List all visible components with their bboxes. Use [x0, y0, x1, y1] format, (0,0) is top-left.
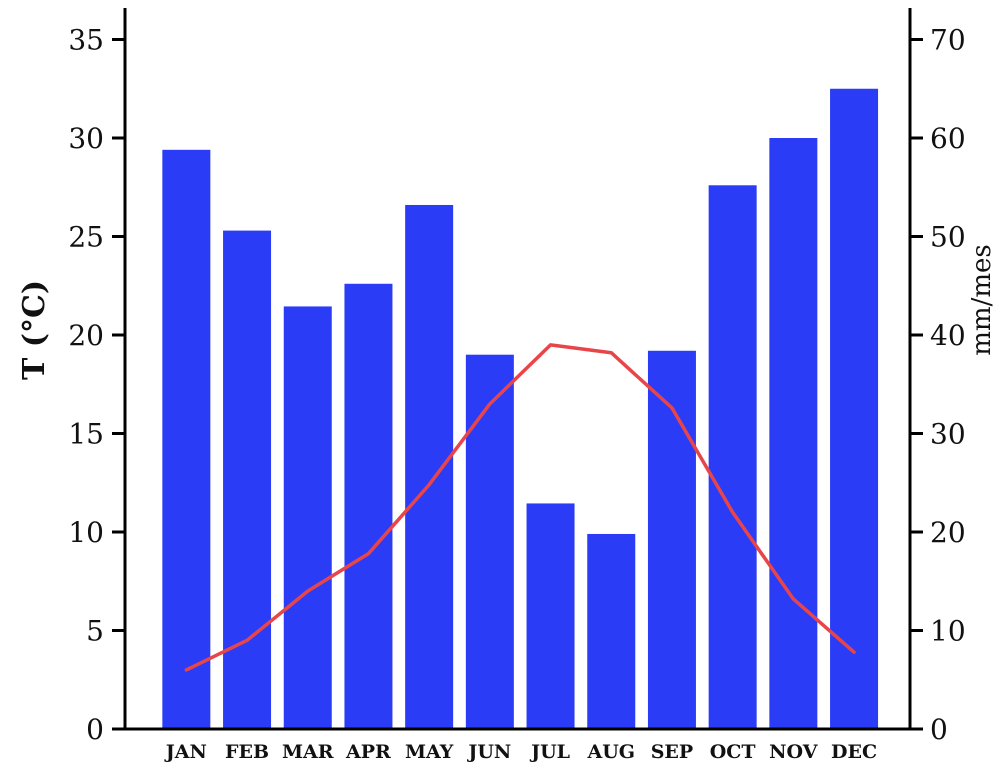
left-tick-label: 35 [68, 24, 104, 57]
bar-apr [344, 283, 393, 729]
right-tick-label: 0 [930, 713, 948, 746]
x-tick-label-may: MAY [405, 741, 454, 763]
bar-oct [708, 185, 757, 729]
right-tick-label: 10 [930, 615, 966, 648]
right-tick-label: 50 [930, 221, 966, 254]
bar-aug [587, 533, 636, 729]
right-tick-label: 40 [930, 319, 966, 352]
temperature-line [184, 343, 856, 672]
x-tick-label-sep: SEP [651, 741, 694, 763]
x-tick-labels: JAN FEB MAR APR MAY JUN JUL AUG SEP OCT NOV DEC [164, 741, 877, 763]
x-tick-label-nov: NOV [769, 741, 819, 763]
bar-dec [830, 88, 879, 729]
left-tick-label: 15 [68, 418, 104, 451]
x-tick-label-oct: OCT [710, 741, 756, 763]
right-y-ticks: 0 10 20 30 40 50 60 70 [910, 24, 966, 746]
left-tick-label: 0 [86, 713, 104, 746]
x-tick-label-aug: AUG [586, 741, 635, 763]
left-tick-label: 5 [86, 615, 104, 648]
right-tick-label: 60 [930, 122, 966, 155]
bar-jul [526, 503, 575, 729]
bar-jun [465, 354, 514, 729]
left-tick-label: 25 [68, 221, 104, 254]
bar-jan [162, 149, 211, 729]
bar-mar [283, 306, 332, 729]
x-tick-label-feb: FEB [225, 741, 269, 763]
x-tick-label-apr: APR [345, 741, 391, 763]
x-tick-label-dec: DEC [831, 741, 877, 763]
bar-may [405, 204, 454, 730]
right-tick-label: 30 [930, 418, 966, 451]
right-tick-label: 70 [930, 24, 966, 57]
left-axis-title: T (°C) [17, 280, 52, 380]
x-tick-label-jul: JUL [529, 741, 570, 763]
left-tick-label: 10 [68, 516, 104, 549]
left-y-ticks: 0 5 10 15 20 25 30 35 [68, 24, 125, 746]
precipitation-bars [162, 88, 879, 730]
left-tick-label: 20 [68, 319, 104, 352]
right-tick-label: 20 [930, 516, 966, 549]
temperature-line-layer [184, 343, 856, 672]
bar-nov [769, 138, 818, 729]
x-tick-label-jan: JAN [164, 741, 207, 763]
bar-feb [223, 230, 272, 729]
bar-sep [647, 350, 696, 729]
x-tick-label-jun: JUN [466, 741, 511, 763]
x-tick-label-mar: MAR [282, 741, 334, 763]
axes [123, 8, 912, 731]
left-tick-label: 30 [68, 122, 104, 155]
right-axis-title: mm/mes [967, 244, 995, 355]
